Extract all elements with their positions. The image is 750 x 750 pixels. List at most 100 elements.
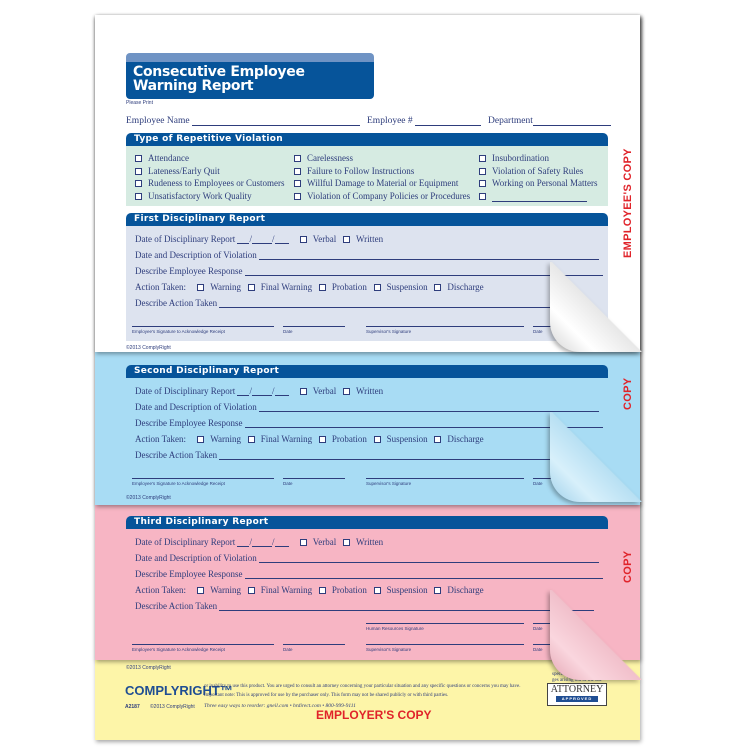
violation-option[interactable]: Willful Damage to Material or Equipment	[294, 177, 470, 190]
date-line[interactable]: Date	[283, 326, 345, 334]
row-label: Date and Description of Violation	[135, 402, 257, 412]
date-line[interactable]: Date	[283, 478, 345, 486]
checkbox[interactable]	[434, 284, 442, 291]
checkbox[interactable]	[135, 167, 142, 175]
supervisor-signature-line[interactable]: Supervisor's Signature	[366, 644, 524, 652]
supervisor-signature-line[interactable]: Supervisor's Signature	[366, 326, 524, 334]
action-option[interactable]: Final Warning	[247, 585, 312, 595]
checkbox[interactable]	[294, 155, 301, 162]
report-date-row[interactable]: Date of Disciplinary Report / / Verbal Wr…	[135, 537, 384, 547]
date-line[interactable]: Date	[283, 644, 345, 652]
employee-response-row[interactable]: Describe Employee Response	[135, 266, 603, 276]
violation-option[interactable]: Insubordination	[479, 152, 598, 165]
option-label: Probation	[331, 282, 367, 292]
report-date-row[interactable]: Date of Disciplinary Report / / Verbal Wr…	[135, 234, 384, 244]
row-label: Action Taken:	[135, 282, 186, 292]
written-checkbox[interactable]	[343, 388, 351, 395]
checkbox[interactable]	[434, 436, 442, 443]
employee-signature-line[interactable]: Employee's Signature to Acknowledge Rece…	[132, 326, 274, 334]
checkbox[interactable]	[434, 587, 442, 594]
checkbox[interactable]	[294, 167, 301, 175]
checkbox[interactable]	[294, 192, 301, 200]
action-option[interactable]: Probation	[318, 434, 367, 444]
checkbox[interactable]	[247, 284, 255, 291]
checkbox[interactable]	[318, 436, 326, 443]
violation-option[interactable]: Rudeness to Employees or Customers	[135, 177, 285, 190]
violation-option[interactable]: Carelessness	[294, 152, 470, 165]
action-option[interactable]: Probation	[318, 282, 367, 292]
checkbox[interactable]	[294, 180, 301, 187]
checkbox[interactable]	[373, 587, 381, 594]
checkbox[interactable]	[135, 180, 142, 187]
verbal-checkbox[interactable]	[299, 388, 307, 395]
action-option[interactable]: Final Warning	[247, 434, 312, 444]
employee-signature-line[interactable]: Employee's Signature to Acknowledge Rece…	[132, 478, 274, 486]
employee-copy-label: EMPLOYEE'S COPY	[622, 148, 634, 258]
violation-description-row[interactable]: Date and Description of Violation	[135, 250, 600, 260]
written-checkbox[interactable]	[343, 236, 351, 243]
checkbox[interactable]	[197, 587, 205, 594]
checkbox[interactable]	[373, 436, 381, 443]
action-option[interactable]: Discharge	[434, 585, 484, 595]
option-label: Verbal	[312, 537, 337, 547]
checkbox[interactable]	[479, 167, 486, 175]
option-label: Written	[356, 386, 384, 396]
disciplinary-report: Date of Disciplinary Report / / Verbal Wr…	[126, 529, 608, 659]
supervisor-signature-line[interactable]: Supervisor's Signature	[366, 478, 524, 486]
row-label: Describe Employee Response	[135, 418, 243, 428]
action-option[interactable]: Final Warning	[247, 282, 312, 292]
checkbox[interactable]	[247, 587, 255, 594]
action-option[interactable]: Suspension	[373, 585, 428, 595]
action-option[interactable]: Warning	[197, 434, 241, 444]
action-option[interactable]: Probation	[318, 585, 367, 595]
employee-number-field[interactable]: Employee #	[367, 116, 482, 126]
violation-option[interactable]: Unsatisfactory Work Quality	[135, 190, 285, 203]
option-label: Warning	[210, 282, 241, 292]
checkbox[interactable]	[479, 192, 486, 200]
written-checkbox[interactable]	[343, 539, 351, 546]
employee-response-row[interactable]: Describe Employee Response	[135, 418, 603, 428]
verbal-checkbox[interactable]	[299, 539, 307, 546]
describe-action-row[interactable]: Describe Action Taken	[135, 601, 595, 611]
violation-option[interactable]: Attendance	[135, 152, 285, 165]
checkbox[interactable]	[479, 180, 486, 187]
action-option[interactable]: Suspension	[373, 434, 428, 444]
describe-action-row[interactable]: Describe Action Taken	[135, 450, 595, 460]
checkbox[interactable]	[135, 192, 142, 200]
violation-option[interactable]: Working on Personal Matters	[479, 177, 598, 190]
violation-description-row[interactable]: Date and Description of Violation	[135, 402, 600, 412]
action-option[interactable]: Suspension	[373, 282, 428, 292]
action-option[interactable]: Discharge	[434, 282, 484, 292]
employee-name-field[interactable]: Employee Name	[126, 116, 360, 126]
checkbox[interactable]	[318, 587, 326, 594]
violation-option[interactable]: Lateness/Early Quit	[135, 165, 285, 178]
checkbox[interactable]	[318, 284, 326, 291]
verbal-checkbox[interactable]	[299, 236, 307, 243]
option-label: Rudeness to Employees or Customers	[148, 178, 285, 188]
checkbox[interactable]	[197, 284, 205, 291]
hr-signature-line[interactable]: Human Resources Signature	[366, 623, 524, 631]
checkbox[interactable]	[197, 436, 205, 443]
employee-response-row[interactable]: Describe Employee Response	[135, 569, 603, 579]
option-label: Probation	[331, 585, 367, 595]
violation-description-row[interactable]: Date and Description of Violation	[135, 553, 600, 563]
department-field[interactable]: Department	[488, 116, 611, 126]
row-label: Date and Description of Violation	[135, 250, 257, 260]
describe-action-row[interactable]: Describe Action Taken	[135, 298, 595, 308]
action-option[interactable]: Warning	[197, 282, 241, 292]
violation-option[interactable]: Violation of Safety Rules	[479, 165, 598, 178]
action-option[interactable]: Warning	[197, 585, 241, 595]
row-label: Date and Description of Violation	[135, 553, 257, 563]
checkbox[interactable]	[479, 155, 486, 162]
report-date-row[interactable]: Date of Disciplinary Report / / Verbal Wr…	[135, 386, 384, 396]
action-option[interactable]: Discharge	[434, 434, 484, 444]
row-label: Date of Disciplinary Report	[135, 537, 236, 547]
violation-option[interactable]	[479, 190, 598, 202]
violation-option[interactable]: Violation of Company Policies or Procedu…	[294, 190, 470, 203]
action-taken-row: Action Taken: Warning Final Warning Prob…	[135, 282, 488, 292]
checkbox[interactable]	[247, 436, 255, 443]
checkbox[interactable]	[373, 284, 381, 291]
employee-signature-line[interactable]: Employee's Signature to Acknowledge Rece…	[132, 644, 274, 652]
violation-option[interactable]: Failure to Follow Instructions	[294, 165, 470, 178]
checkbox[interactable]	[135, 155, 142, 162]
